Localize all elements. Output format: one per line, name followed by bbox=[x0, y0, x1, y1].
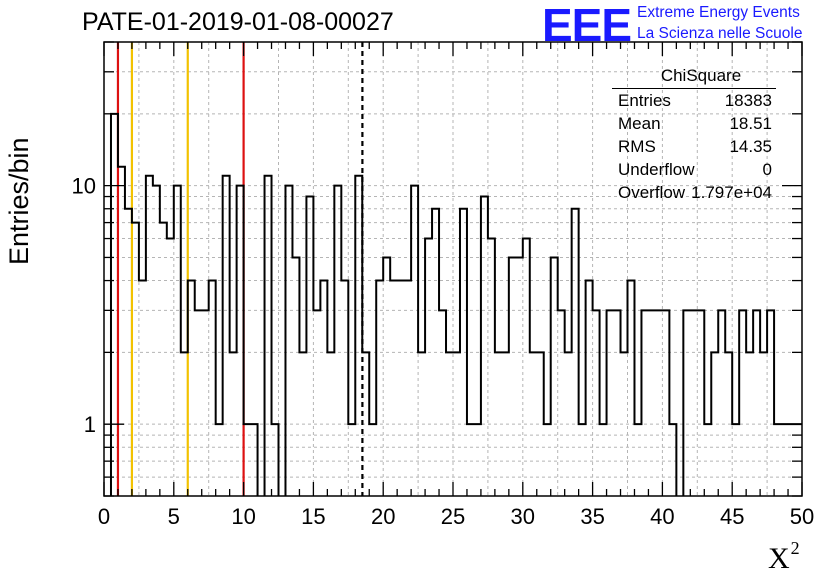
x-tick-label: 40 bbox=[650, 504, 674, 529]
stats-value: 18.51 bbox=[729, 114, 772, 133]
reference-lines bbox=[116, 42, 364, 496]
x-tick-label: 10 bbox=[231, 504, 255, 529]
stats-key: RMS bbox=[618, 137, 656, 156]
stats-row-rms: RMS 14.35 bbox=[612, 135, 776, 158]
stats-key: Mean bbox=[618, 114, 661, 133]
x-axis-label: X2 bbox=[768, 538, 800, 575]
x-tick-label: 5 bbox=[168, 504, 180, 529]
axis-ticks bbox=[103, 41, 803, 497]
stats-value: 14.35 bbox=[729, 137, 772, 156]
y-tick-labels: 1 10 bbox=[72, 174, 96, 438]
stats-divider bbox=[612, 88, 776, 89]
stats-row-entries: Entries 18383 bbox=[612, 89, 776, 112]
logo-caption-line2: La Scienza nelle Scuole bbox=[637, 25, 803, 42]
x-tick-label: 45 bbox=[720, 504, 744, 529]
stats-value: 18383 bbox=[724, 91, 772, 110]
histogram-line bbox=[109, 112, 802, 496]
x-tick-label: 20 bbox=[371, 504, 395, 529]
chart-title: PATE-01-2019-01-08-00027 bbox=[82, 8, 394, 36]
stats-key: Underflow bbox=[618, 160, 695, 179]
stats-row-underflow: Underflow 0 bbox=[612, 158, 776, 181]
y-axis-label: Entries/bin bbox=[4, 137, 34, 265]
eee-logo: EEE bbox=[542, 0, 632, 51]
stats-value: 1.797e+04 bbox=[691, 183, 772, 202]
x-tick-label: 35 bbox=[580, 504, 604, 529]
x-tick-label: 25 bbox=[441, 504, 465, 529]
x-tick-label: 0 bbox=[98, 504, 110, 529]
stats-row-overflow: Overflow 1.797e+04 bbox=[612, 181, 776, 204]
y-tick-label: 1 bbox=[84, 412, 96, 437]
stats-box: ChiSquare Entries 18383 Mean 18.51 RMS 1… bbox=[612, 66, 776, 204]
stats-key: Overflow bbox=[618, 183, 686, 202]
stats-title: ChiSquare bbox=[660, 66, 742, 85]
x-tick-label: 30 bbox=[511, 504, 535, 529]
logo-caption: Extreme Energy Events La Scienza nelle S… bbox=[637, 2, 802, 44]
logo-caption-line1: Extreme Energy Events bbox=[637, 4, 800, 21]
stats-value: 0 bbox=[762, 160, 772, 179]
y-tick-label: 10 bbox=[72, 174, 96, 199]
x-tick-label: 50 bbox=[790, 504, 814, 529]
x-tick-label: 15 bbox=[301, 504, 325, 529]
stats-row-mean: Mean 18.51 bbox=[612, 112, 776, 135]
stats-key: Entries bbox=[618, 91, 671, 110]
x-tick-labels: 0 5 10 15 20 25 30 35 40 45 50 bbox=[98, 504, 814, 529]
